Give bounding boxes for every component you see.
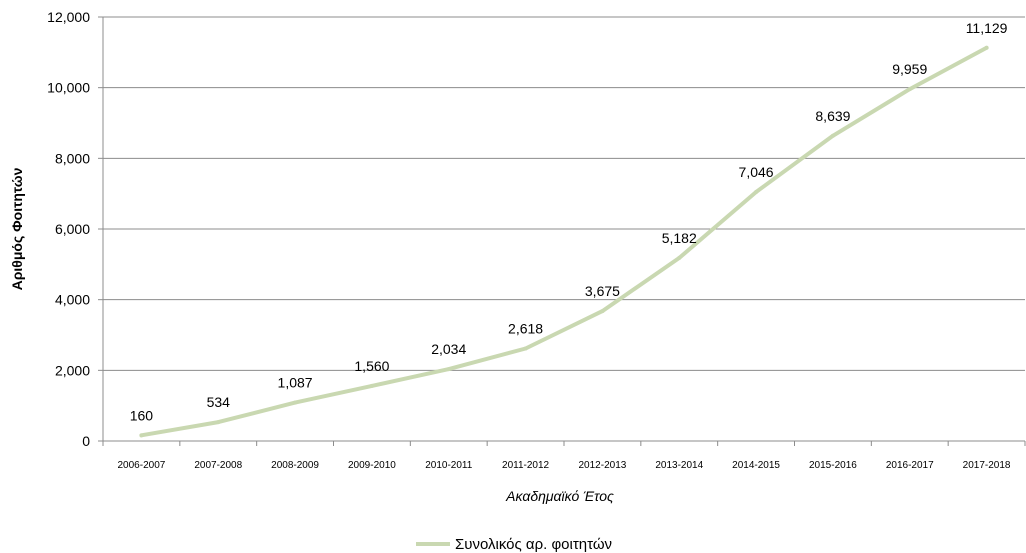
x-tick-label: 2014-2015 [732,460,780,471]
x-tick-label: 2009-2010 [348,460,396,471]
x-tick-labels: 2006-2007 2007-2008 2008-2009 2009-2010 2010… [118,460,1011,471]
data-label: 1,560 [354,358,389,374]
x-tick-label: 2012-2013 [579,460,627,471]
data-point [907,87,912,92]
y-tick-label: 2,000 [55,362,90,378]
legend: Συνολικός αρ. φοιτητών [416,536,612,553]
data-point [600,309,605,314]
x-tick-label: 2011-2012 [502,460,550,471]
data-point [139,433,144,438]
data-point [369,383,374,388]
data-point [216,420,221,425]
data-labels: 160 534 1,087 1,560 2,034 2,618 3,675 5,182 7,04… [130,20,1008,424]
data-label: 11,129 [966,20,1008,36]
y-tick-label: 0 [82,433,90,449]
data-point [984,45,989,50]
data-label: 2,034 [431,341,466,357]
data-point [830,133,835,138]
gridlines [98,16,1025,442]
data-point [677,255,682,260]
data-label: 7,046 [739,164,774,180]
legend-label: Συνολικός αρ. φοιτητών [455,536,612,553]
data-point [754,190,759,195]
data-label: 534 [207,394,231,410]
y-tick-label: 4,000 [55,292,90,308]
x-tick-label: 2006-2007 [118,460,166,471]
x-axis-title: Ακαδημαϊκό Έτος [505,488,614,504]
data-label: 2,618 [508,320,543,336]
data-label: 1,087 [278,375,313,391]
series-lines [139,45,989,438]
series-line [139,45,989,438]
y-tick-label: 8,000 [55,150,90,166]
x-tick-label: 2007-2008 [194,460,242,471]
x-tick-label: 2008-2009 [271,460,319,471]
y-axis-title: Αριθμός Φοιτητών [9,167,25,290]
y-tick-label: 12,000 [47,9,90,25]
x-tick-label: 2013-2014 [655,460,703,471]
x-tick-label: 2016-2017 [886,460,934,471]
x-tick-label: 2010-2011 [425,460,473,471]
x-tick-label: 2017-2018 [963,460,1011,471]
data-label: 9,959 [892,61,927,77]
y-tick-labels: 0 2,000 4,000 6,000 8,000 10,000 12,000 [47,9,90,449]
data-label: 8,639 [815,108,850,124]
data-label: 3,675 [585,283,620,299]
data-point [446,367,451,372]
data-point [523,346,528,351]
y-tick-label: 10,000 [47,80,90,96]
y-tick-label: 6,000 [55,221,90,237]
data-label: 5,182 [662,230,697,246]
axes [102,17,1026,446]
data-label: 160 [130,407,154,423]
data-point [293,400,298,405]
x-tick-label: 2015-2016 [809,460,857,471]
